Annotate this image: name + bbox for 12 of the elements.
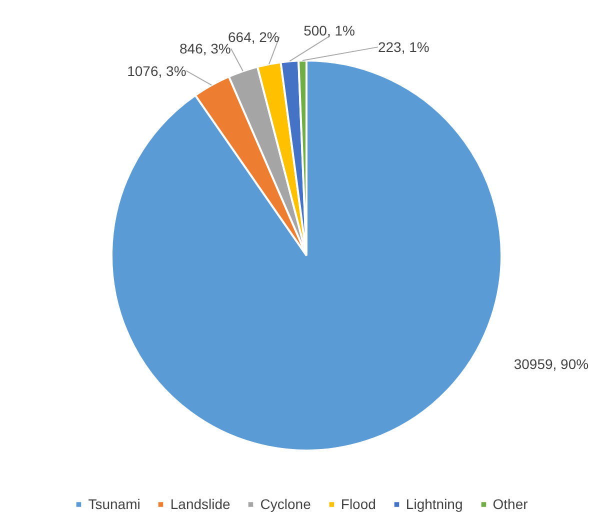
data-label: 500, 1% xyxy=(304,22,355,38)
legend-label: Cyclone xyxy=(260,496,311,512)
data-label: 30959, 90% xyxy=(514,356,589,372)
legend-label: Lightning xyxy=(406,496,463,512)
data-label: 1076, 3% xyxy=(127,62,186,79)
legend-label: Landslide xyxy=(170,496,230,512)
data-label: 223, 1% xyxy=(378,39,430,56)
legend-label: Other xyxy=(492,496,528,512)
data-label: 664, 2% xyxy=(228,28,280,45)
legend-label: Tsunami xyxy=(88,496,140,512)
legend-label: Flood xyxy=(340,496,376,512)
data-label: 846, 3% xyxy=(180,40,231,57)
